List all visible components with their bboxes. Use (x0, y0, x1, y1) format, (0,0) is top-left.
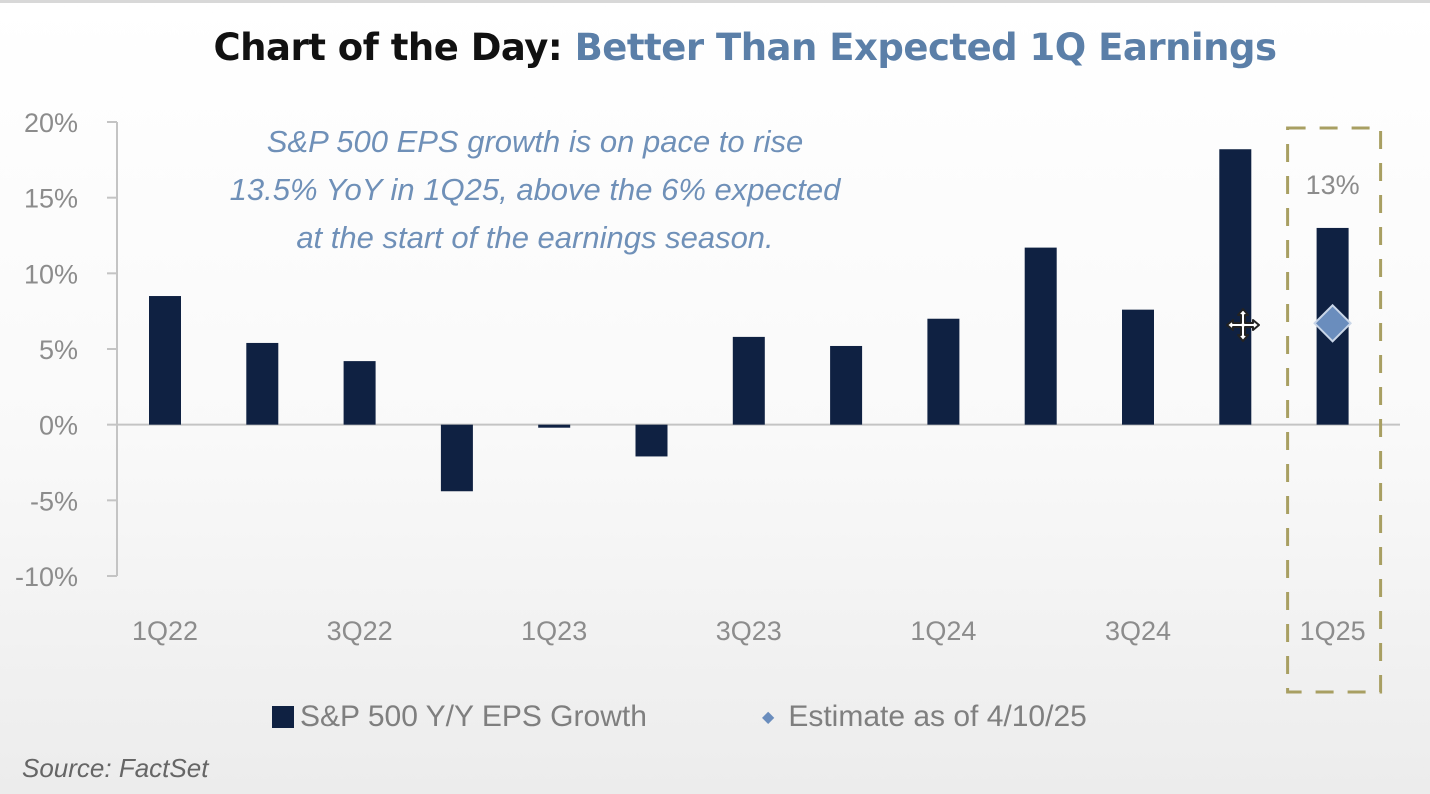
x-tick-label: 1Q22 (132, 616, 198, 646)
y-tick-label: 15% (24, 184, 78, 214)
y-tick-label: 5% (39, 335, 78, 365)
legend-bars-label: S&P 500 Y/Y EPS Growth (300, 700, 647, 733)
bar-3Q24 (1122, 309, 1154, 425)
title-main: Better Than Expected 1Q Earnings (574, 26, 1277, 69)
x-tick-label: 1Q24 (910, 616, 976, 646)
annotation-line: at the start of the earnings season. (296, 220, 774, 255)
x-tick-label: 1Q23 (521, 616, 587, 646)
legend-estimate-label: Estimate as of 4/10/25 (788, 700, 1087, 733)
bar-4Q23 (830, 345, 863, 425)
legend-item-estimate: ◆ Estimate as of 4/10/25 (762, 700, 1087, 734)
bar-2Q22 (246, 342, 279, 425)
y-tick-label: 20% (24, 108, 78, 138)
bar-1Q22 (149, 296, 181, 425)
legend-item-bars: S&P 500 Y/Y EPS Growth (272, 700, 647, 734)
move-cursor-icon (1226, 308, 1260, 342)
title-lead: Chart of the Day: (213, 26, 563, 69)
x-tick-label: 3Q24 (1105, 616, 1171, 646)
estimate-marker (1313, 303, 1353, 343)
top-rule (0, 0, 1430, 3)
bar-3Q22 (343, 361, 376, 425)
highlight-box (1286, 126, 1383, 694)
source-note: Source: FactSet (22, 753, 209, 783)
bar-2Q24 (1024, 247, 1057, 425)
annotation-line: 13.5% YoY in 1Q25, above the 6% expected (229, 172, 841, 207)
bar-3Q23 (732, 336, 765, 425)
x-tick-label: 3Q23 (716, 616, 782, 646)
bar-1Q24 (927, 318, 960, 425)
x-tick-label: 1Q25 (1300, 616, 1366, 646)
x-tick-label: 3Q22 (327, 616, 393, 646)
diamond-icon: ◆ (762, 709, 775, 726)
highlight-value-label: 13% (1306, 170, 1360, 200)
y-tick-label: -5% (30, 486, 78, 516)
y-tick-label: 0% (39, 411, 78, 441)
chart-title: Chart of the Day: Better Than Expected 1… (0, 26, 1430, 69)
legend-bar-swatch (272, 706, 294, 728)
y-tick-label: -10% (15, 562, 78, 592)
bar-4Q24 (1219, 149, 1252, 425)
bar-2Q23 (635, 424, 668, 457)
y-tick-label: 10% (24, 259, 78, 289)
annotation-line: S&P 500 EPS growth is on pace to rise (266, 124, 804, 159)
bar-1Q23 (538, 424, 571, 428)
annotation-callout: S&P 500 EPS growth is on pace to rise 13… (150, 118, 920, 262)
bar-4Q22 (440, 424, 473, 492)
